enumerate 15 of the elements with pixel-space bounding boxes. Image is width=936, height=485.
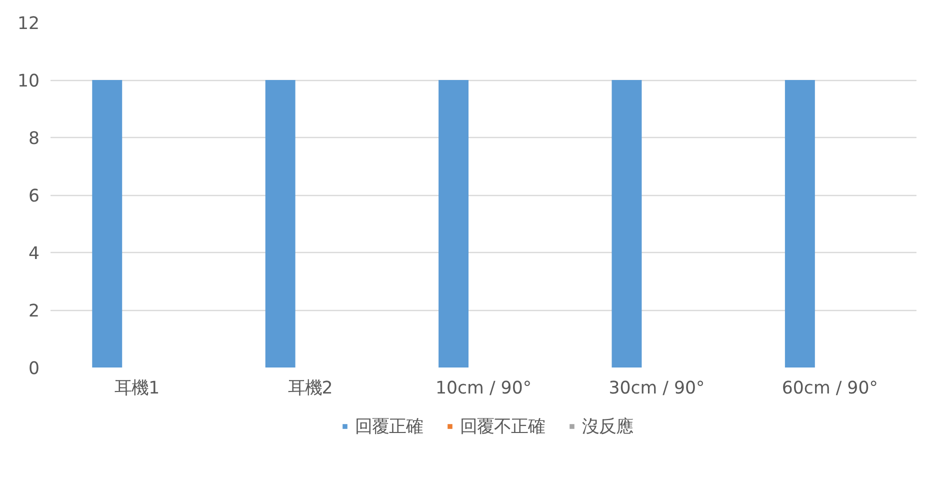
y-tick-label: 2 — [28, 302, 40, 322]
x-tick-label: 耳機1 — [114, 378, 160, 398]
y-tick-label: 6 — [28, 186, 40, 206]
y-tick-label: 10 — [17, 72, 40, 92]
y-tick-label: 8 — [28, 129, 40, 149]
legend-label: 回覆正確 — [355, 416, 423, 438]
x-tick-label: 耳機2 — [288, 378, 333, 398]
y-tick-label: 0 — [28, 359, 40, 379]
y-tick-label: 12 — [17, 14, 40, 34]
x-tick-label: 60cm / 90° — [782, 378, 878, 398]
legend-label: 沒反應 — [582, 416, 633, 438]
x-tick-label: 30cm / 90° — [608, 378, 705, 398]
x-tick-label: 10cm / 90° — [435, 378, 532, 398]
legend-label: 回覆不正確 — [460, 416, 545, 438]
y-tick-label: 4 — [28, 244, 40, 264]
